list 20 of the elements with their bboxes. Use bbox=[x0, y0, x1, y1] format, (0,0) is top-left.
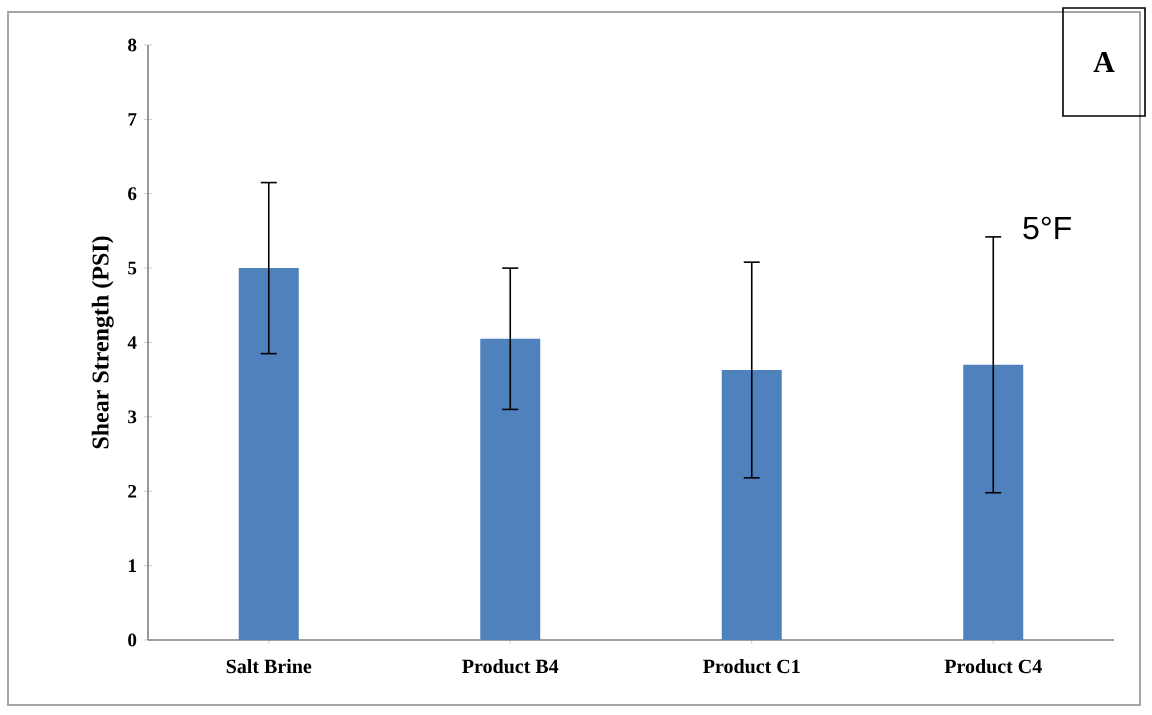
y-tick-label: 8 bbox=[128, 38, 137, 52]
annotation: A bbox=[1093, 52, 1115, 72]
y-tick-label: 4 bbox=[127, 336, 137, 349]
y-tick-label: 6 bbox=[128, 187, 137, 201]
y-tick-label: 3 bbox=[128, 410, 137, 424]
bar bbox=[480, 338, 541, 640]
bar bbox=[721, 370, 782, 640]
x-tick-label: Product B4 bbox=[462, 659, 559, 674]
y-tick-label: 2 bbox=[128, 484, 137, 498]
x-tick-label: Product C4 bbox=[944, 659, 1042, 674]
y-tick-label: 0 bbox=[128, 633, 137, 647]
y-axis-title: Shear Strength (PSI) bbox=[91, 236, 114, 449]
annotation: 5°F bbox=[1023, 216, 1071, 240]
y-tick-label: 7 bbox=[128, 113, 137, 126]
x-tick-label: Product C1 bbox=[703, 659, 800, 674]
bar bbox=[238, 268, 299, 640]
x-tick-label: Salt Brine bbox=[226, 659, 312, 674]
bar bbox=[963, 364, 1024, 640]
y-tick-label: 1 bbox=[128, 559, 136, 572]
y-tick-label: 5 bbox=[128, 261, 137, 275]
